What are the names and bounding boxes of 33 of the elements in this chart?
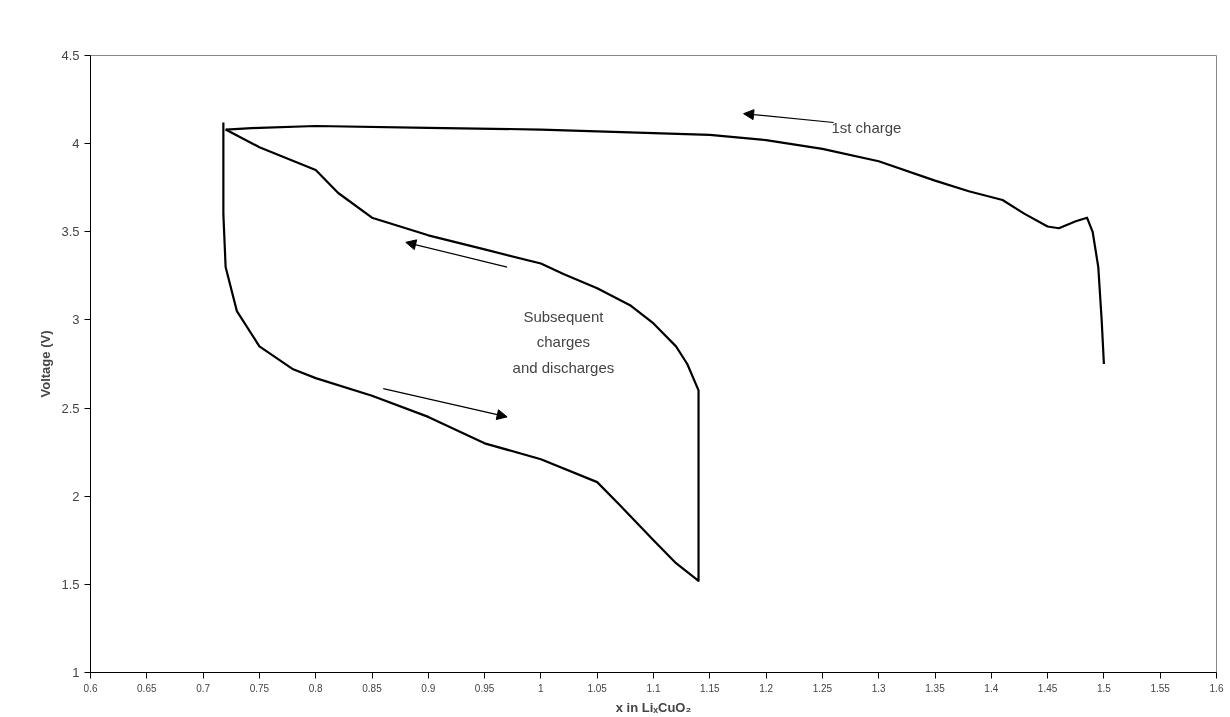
x-tick-label: 0.85: [362, 682, 383, 694]
x-tick-label: 1.25: [812, 682, 833, 694]
x-tick-label: 1.3: [871, 682, 887, 694]
x-tick-label: 0.7: [196, 682, 211, 694]
x-tick-label: 1.15: [700, 682, 720, 694]
x-tick-label: 1.1: [646, 682, 661, 694]
y-tick-label: 4.5: [61, 48, 80, 63]
x-tick-label: 1.05: [587, 682, 608, 694]
annotation: Subsequent charges and discharges: [512, 307, 615, 377]
annotation: 1st charge: [831, 119, 902, 137]
x-tick-label: 0.65: [137, 682, 157, 694]
x-tick-label: 1.55: [1150, 682, 1171, 694]
x-axis-title: x in LiₓCuO₂: [615, 699, 692, 715]
x-tick-label: 0.75: [249, 682, 270, 694]
y-tick-label: 4: [72, 136, 80, 152]
x-tick-label: 1.4: [984, 682, 999, 694]
y-tick-label: 2.5: [61, 400, 80, 416]
x-tick-label: 1.45: [1037, 682, 1058, 694]
x-tick-label: 0.8: [308, 682, 324, 694]
y-axis-title: Voltage (V): [38, 330, 54, 398]
y-tick-label: 2: [72, 488, 80, 504]
y-tick-label: 3.5: [61, 224, 80, 240]
x-tick-label: 1: [538, 682, 545, 694]
x-tick-label: 0.9: [421, 682, 436, 694]
x-tick-label: 0.6: [83, 682, 98, 694]
y-tick-label: 3: [72, 312, 80, 328]
x-tick-label: 0.95: [474, 682, 495, 694]
y-tick-label: 1: [72, 665, 80, 680]
x-tick-label: 1.2: [759, 682, 774, 694]
x-tick-label: 1.5: [1096, 682, 1112, 694]
y-tick-label: 1.5: [61, 576, 80, 592]
x-tick-label: 1.35: [925, 682, 946, 694]
x-tick-label: 1.6: [1209, 682, 1224, 694]
